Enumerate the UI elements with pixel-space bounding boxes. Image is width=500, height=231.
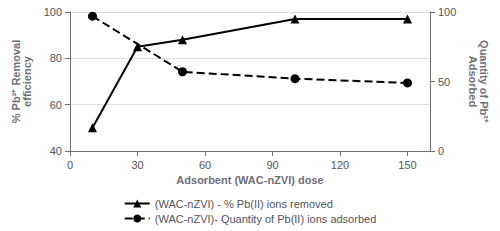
svg-text:(WAC-nZVI) - % Pb(II) ions rem: (WAC-nZVI) - % Pb(II) ions removed: [155, 198, 333, 210]
svg-text:50: 50: [438, 76, 450, 88]
svg-text:60: 60: [50, 99, 62, 111]
svg-text:Adsorbent (WAC-nZVI) dose: Adsorbent (WAC-nZVI) dose: [176, 174, 323, 186]
svg-text:60: 60: [199, 159, 211, 171]
svg-text:(WAC-nZVI)- Quantity of Pb(II): (WAC-nZVI)- Quantity of Pb(II) ions adso…: [155, 213, 377, 225]
svg-text:80: 80: [50, 52, 62, 64]
svg-text:40: 40: [50, 145, 62, 157]
svg-text:% Pb²⁺ Removal: % Pb²⁺ Removal: [10, 39, 23, 124]
svg-text:120: 120: [331, 159, 349, 171]
svg-text:efficiency: efficiency: [21, 55, 33, 107]
svg-text:150: 150: [398, 159, 416, 171]
svg-text:0: 0: [438, 145, 444, 157]
svg-text:Quantity of Pb²⁺: Quantity of Pb²⁺: [477, 40, 490, 123]
svg-text:Adsorbed: Adsorbed: [467, 56, 479, 107]
svg-text:100: 100: [44, 6, 62, 18]
svg-text:90: 90: [266, 159, 278, 171]
svg-text:30: 30: [131, 159, 143, 171]
svg-text:100: 100: [438, 6, 456, 18]
svg-text:0: 0: [67, 159, 73, 171]
